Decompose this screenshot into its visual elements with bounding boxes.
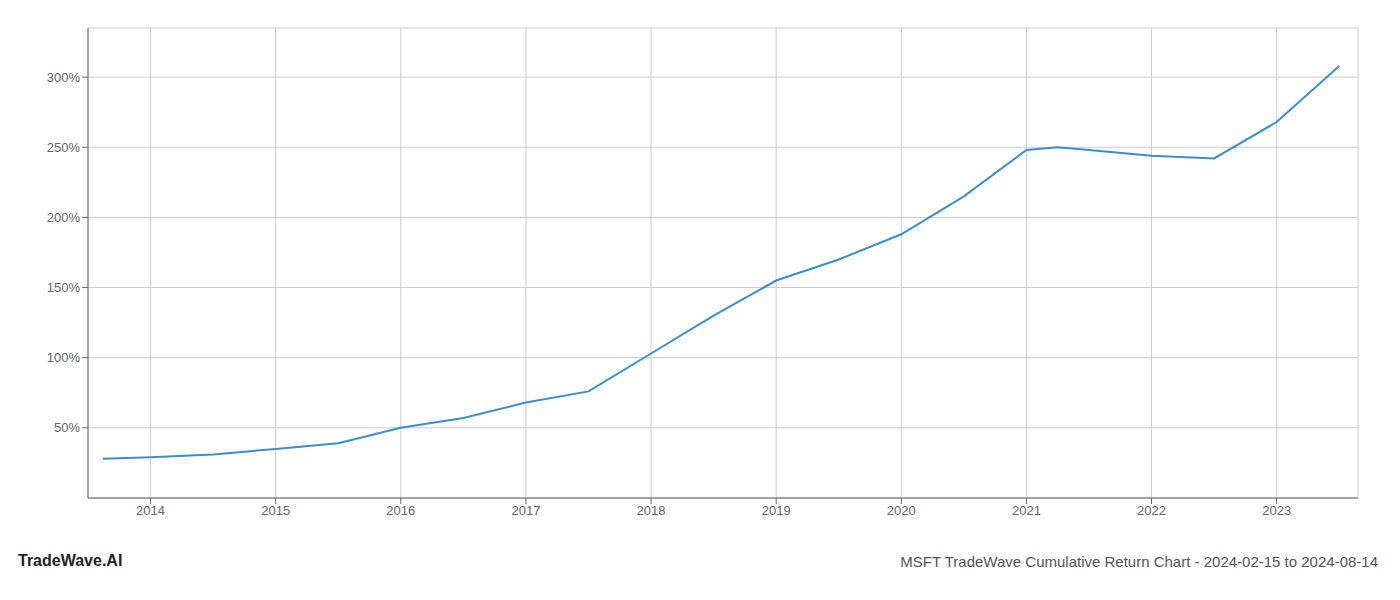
svg-text:2023: 2023 bbox=[1262, 503, 1291, 518]
svg-text:2014: 2014 bbox=[136, 503, 165, 518]
svg-text:300%: 300% bbox=[47, 70, 81, 85]
svg-text:100%: 100% bbox=[47, 350, 81, 365]
svg-text:2019: 2019 bbox=[762, 503, 791, 518]
svg-text:2021: 2021 bbox=[1012, 503, 1041, 518]
svg-text:2022: 2022 bbox=[1137, 503, 1166, 518]
svg-text:2017: 2017 bbox=[511, 503, 540, 518]
svg-text:2018: 2018 bbox=[637, 503, 666, 518]
html-text:MSFT TradeWave Cumulative Retu: MSFT TradeWave Cumulative Return Chart -… bbox=[900, 553, 1378, 570]
svg-text:250%: 250% bbox=[47, 140, 81, 155]
svg-text:50%: 50% bbox=[54, 420, 80, 435]
svg-text:200%: 200% bbox=[47, 210, 81, 225]
html-text:TradeWave.AI: TradeWave.AI bbox=[18, 552, 123, 569]
svg-text:2020: 2020 bbox=[887, 503, 916, 518]
svg-text:2015: 2015 bbox=[261, 503, 290, 518]
svg-text:150%: 150% bbox=[47, 280, 81, 295]
svg-text:2016: 2016 bbox=[386, 503, 415, 518]
